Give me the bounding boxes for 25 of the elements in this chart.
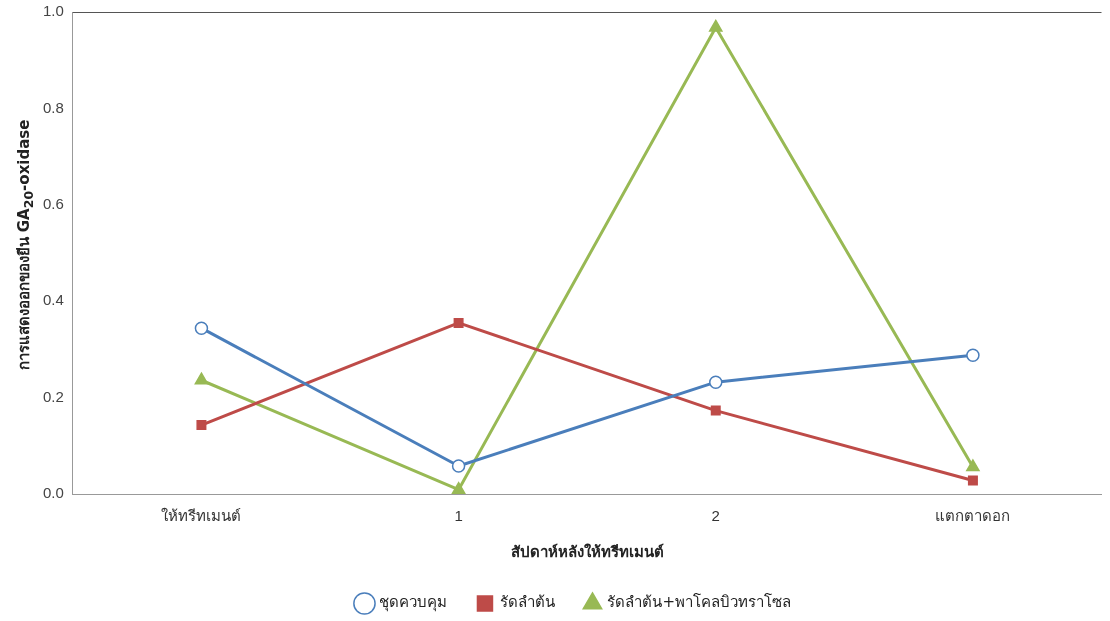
point — [710, 405, 721, 416]
x-tick-label: 1 — [454, 507, 463, 525]
legend-label: รัดลำต้น+พาโคลบิวทราโซล — [607, 593, 792, 612]
y-tick-label: 1.0 — [42, 2, 64, 20]
y-tick-label: 0.6 — [42, 194, 64, 212]
x-tick-label: ให้ทรีทเมนต์ — [161, 507, 242, 525]
x-axis-title: สัปดาห์หลังให้ทรีทเมนต์ — [510, 543, 664, 561]
legend-label: รัดลำต้น — [499, 593, 555, 612]
point — [194, 321, 209, 335]
point — [194, 372, 209, 385]
point — [967, 475, 978, 486]
x-tick-label: 2 — [711, 507, 720, 525]
y-tick-label: 0.0 — [42, 484, 64, 502]
x-tick-label: แตกตาดอก — [935, 507, 1011, 525]
y-tick-label: 0.4 — [42, 291, 64, 309]
y-tick-label: 0.2 — [42, 387, 64, 405]
point — [966, 459, 980, 472]
point — [196, 420, 207, 431]
y-tick-label: 0.8 — [42, 98, 64, 116]
point — [708, 19, 723, 32]
point — [966, 348, 980, 362]
point — [451, 459, 466, 473]
point — [453, 317, 464, 328]
point — [709, 375, 723, 389]
legend-label: ชุดควบคุม — [379, 593, 448, 613]
